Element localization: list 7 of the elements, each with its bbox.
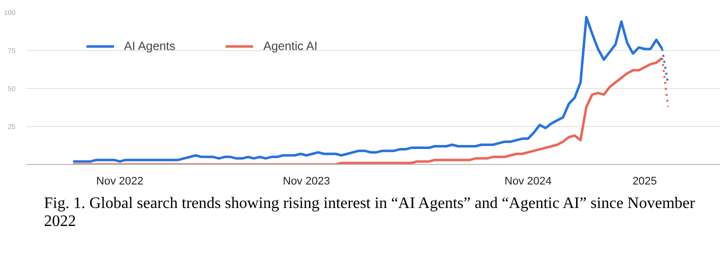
x-tick-label: Nov 2023 <box>282 176 330 188</box>
x-tick-label: Nov 2022 <box>96 176 144 188</box>
caption: Fig. 1. Global search trends showing rising interest in “AI Agents” and “Agentic AI” since November 2022 <box>44 195 696 232</box>
x-tick-label: 2025 <box>632 176 657 188</box>
legend-label: AI Agents <box>124 39 176 53</box>
legend-label: Agentic AI <box>263 39 318 53</box>
x-tick-label: Nov 2024 <box>504 176 552 188</box>
